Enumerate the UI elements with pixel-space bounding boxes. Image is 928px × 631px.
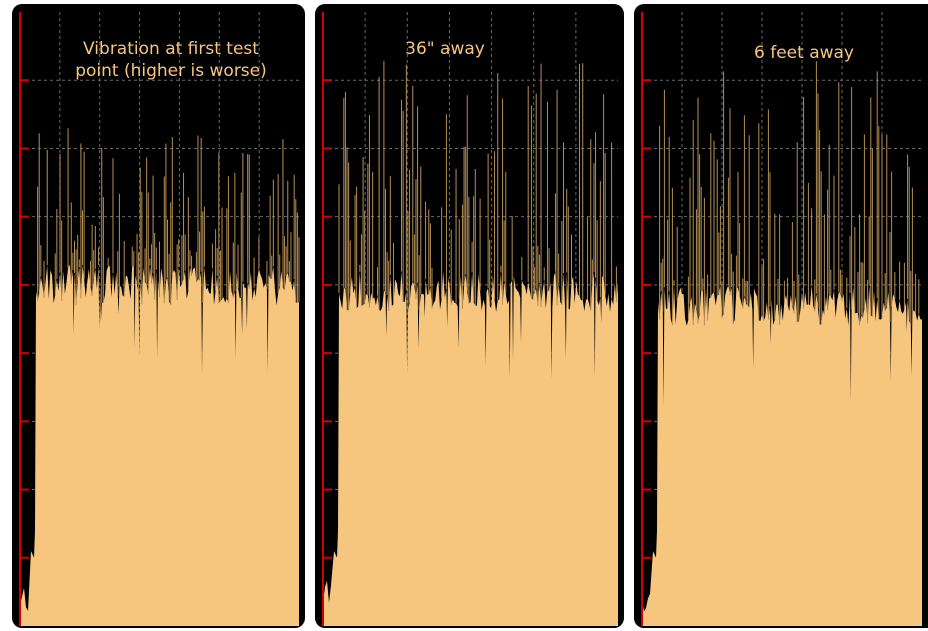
chart-panel-2: 36" away [315, 4, 624, 628]
chart-title-2: 36" away [405, 39, 485, 59]
vibration-spikes [659, 61, 920, 326]
vibration-plot-3 [641, 12, 922, 626]
vibration-plot-2 [322, 12, 618, 626]
y-axis [322, 12, 332, 626]
vibration-area [20, 264, 299, 626]
chart-title-1: Vibration at first test point (higher is… [75, 39, 267, 81]
vibration-plot-1 [19, 12, 300, 626]
chart-panel-1: Vibration at first test point (higher is… [12, 4, 305, 628]
vibration-area [323, 271, 618, 626]
y-axis [19, 12, 29, 626]
chart-panel-3: 6 feet away [634, 4, 928, 628]
vibration-spikes [338, 60, 617, 312]
vibration-spikes [37, 128, 300, 306]
chart-title-3: 6 feet away [754, 43, 854, 63]
y-axis [641, 12, 651, 626]
vibration-area [642, 285, 922, 626]
